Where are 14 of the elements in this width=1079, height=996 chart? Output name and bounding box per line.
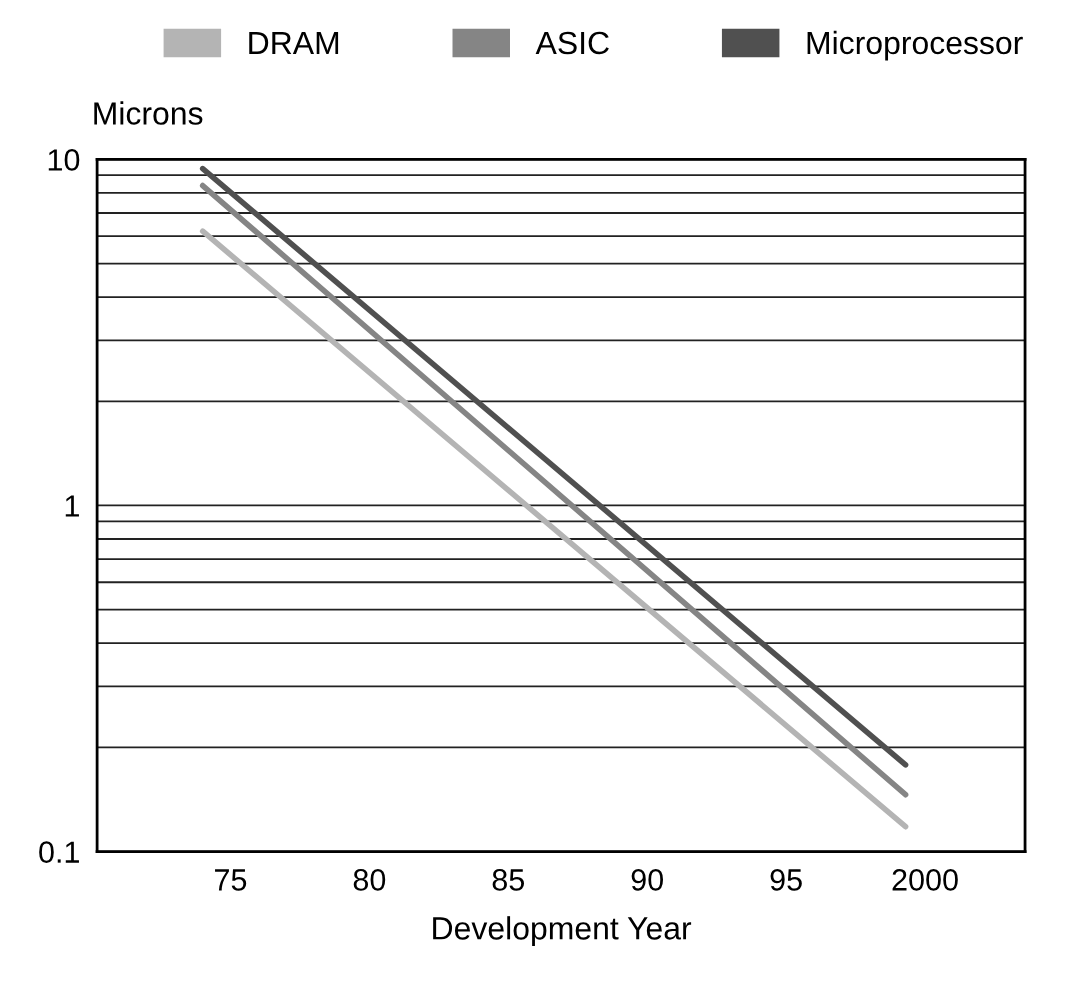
x-axis-title: Development Year — [433, 916, 692, 946]
y-axis-title: Microns — [94, 101, 203, 125]
x-tick-label: 75 — [215, 869, 247, 891]
x-tick-label: 85 — [492, 869, 525, 891]
x-tick-label: 95 — [770, 869, 802, 891]
y-tick-label: 1 — [65, 495, 79, 517]
y-tick-label: 10 — [48, 149, 80, 171]
y-tick-label: 0.1 — [39, 841, 79, 863]
legend-label: Microprocessor — [807, 30, 1023, 61]
x-tick-label: 90 — [631, 869, 664, 891]
legend-label: DRAM — [249, 32, 339, 54]
x-tick-label: 80 — [353, 869, 386, 891]
x-tick-label: 2000 — [892, 869, 958, 891]
legend-label: ASIC — [535, 31, 609, 55]
